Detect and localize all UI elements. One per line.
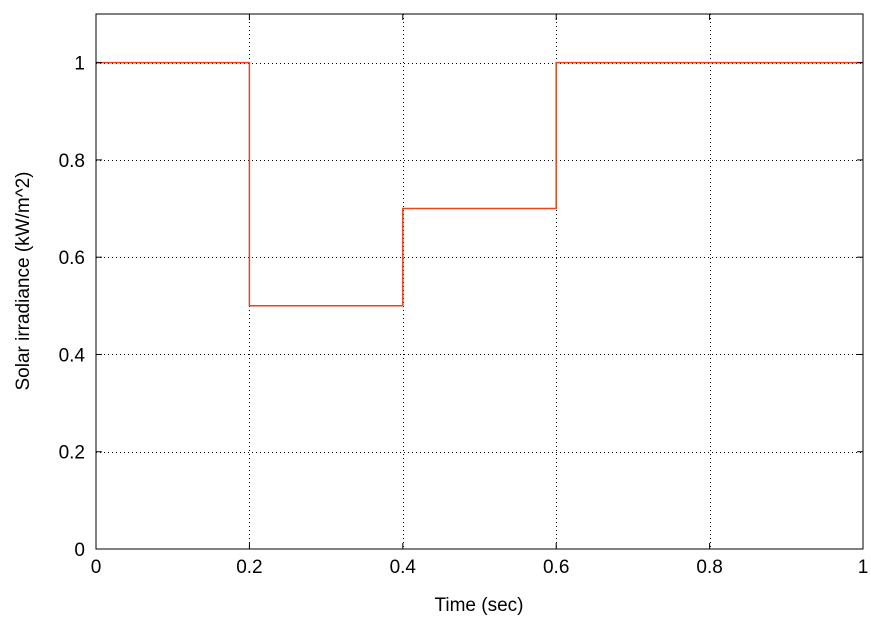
- x-tick-label: 0: [91, 557, 102, 578]
- series-layer: [96, 61, 863, 307]
- plot-frame: [95, 13, 864, 550]
- x-tick-label: 0.2: [236, 557, 262, 578]
- y-tick-label: 0.8: [59, 151, 85, 172]
- y-axis-label: Solar irradiance (kW/m^2): [13, 171, 34, 390]
- y-tick-label: 0.6: [59, 248, 85, 269]
- x-tick-label: 0.6: [543, 557, 569, 578]
- x-axis-label: Time (sec): [434, 595, 523, 616]
- x-tick-label: 0.8: [696, 557, 722, 578]
- y-tick-label: 0.4: [59, 345, 86, 366]
- plot-background: [96, 14, 863, 549]
- y-tick-label: 1: [74, 54, 85, 75]
- y-tick-label: 0.2: [59, 443, 85, 464]
- ticks: 0 0.2 0.4 0.6 0.8 1 0 0.2 0.4 0.6 0.8 1: [59, 14, 869, 578]
- x-tick-label: 1: [858, 557, 869, 578]
- x-tick-label: 0.4: [390, 557, 417, 578]
- series-line: [96, 61, 863, 307]
- y-tick-label: 0: [74, 540, 85, 561]
